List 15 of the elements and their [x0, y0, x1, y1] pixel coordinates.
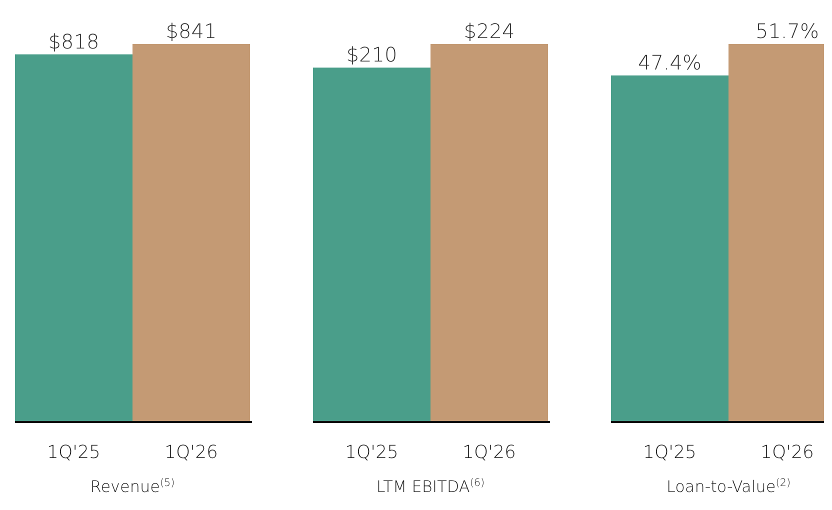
- data-label: 47.4%: [638, 50, 702, 74]
- data-label: $210: [346, 42, 398, 67]
- x-tick-label: 1Q'25: [643, 442, 696, 463]
- x-tick-label: 1Q'26: [164, 442, 218, 463]
- x-axis-title: Loan-to-Value$^{(2)}$: [666, 477, 790, 496]
- x-axis-title: Revenue$^{(5)}$: [90, 477, 175, 496]
- data-label: $818: [48, 29, 100, 54]
- x-tick-label: 1Q'26: [760, 442, 814, 463]
- data-label: $224: [464, 19, 515, 43]
- data-label: $841: [166, 19, 217, 43]
- x-tick-label: 1Q'25: [47, 442, 100, 463]
- data-label: 51.7%: [755, 19, 820, 43]
- x-axis-title: LTM EBITDA$^{(6)}$: [376, 477, 485, 496]
- x-tick-label: 1Q'25: [345, 442, 398, 463]
- x-tick-label: 1Q'26: [462, 442, 516, 463]
